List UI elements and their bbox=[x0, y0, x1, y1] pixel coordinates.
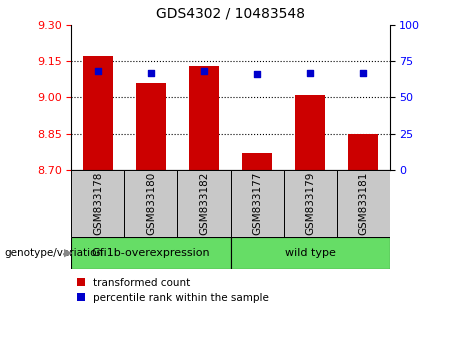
Point bbox=[254, 71, 261, 77]
Text: Gfi1b-overexpression: Gfi1b-overexpression bbox=[92, 248, 210, 258]
Text: GSM833180: GSM833180 bbox=[146, 172, 156, 235]
Point bbox=[148, 70, 155, 75]
Text: GSM833178: GSM833178 bbox=[93, 172, 103, 235]
Text: GSM833177: GSM833177 bbox=[252, 172, 262, 235]
Text: genotype/variation: genotype/variation bbox=[5, 248, 104, 258]
Text: wild type: wild type bbox=[284, 248, 336, 258]
Point bbox=[200, 68, 207, 74]
Bar bbox=[177, 170, 230, 237]
Text: GSM833182: GSM833182 bbox=[199, 172, 209, 235]
Bar bbox=[349, 134, 378, 170]
Bar bbox=[337, 170, 390, 237]
Point bbox=[94, 68, 101, 74]
Bar bbox=[136, 83, 165, 170]
Text: ▶: ▶ bbox=[64, 248, 72, 258]
Text: GSM833179: GSM833179 bbox=[305, 172, 315, 235]
Bar bbox=[83, 56, 112, 170]
Bar bbox=[296, 95, 325, 170]
Bar bbox=[71, 237, 230, 269]
Point bbox=[359, 70, 366, 75]
Bar bbox=[230, 170, 284, 237]
Bar bbox=[242, 153, 272, 170]
Bar bbox=[71, 170, 124, 237]
Bar bbox=[230, 237, 390, 269]
Point bbox=[306, 70, 313, 75]
Legend: transformed count, percentile rank within the sample: transformed count, percentile rank withi… bbox=[77, 278, 269, 303]
Bar bbox=[124, 170, 177, 237]
Bar bbox=[284, 170, 337, 237]
Title: GDS4302 / 10483548: GDS4302 / 10483548 bbox=[156, 7, 305, 21]
Bar bbox=[189, 66, 219, 170]
Text: GSM833181: GSM833181 bbox=[358, 172, 368, 235]
